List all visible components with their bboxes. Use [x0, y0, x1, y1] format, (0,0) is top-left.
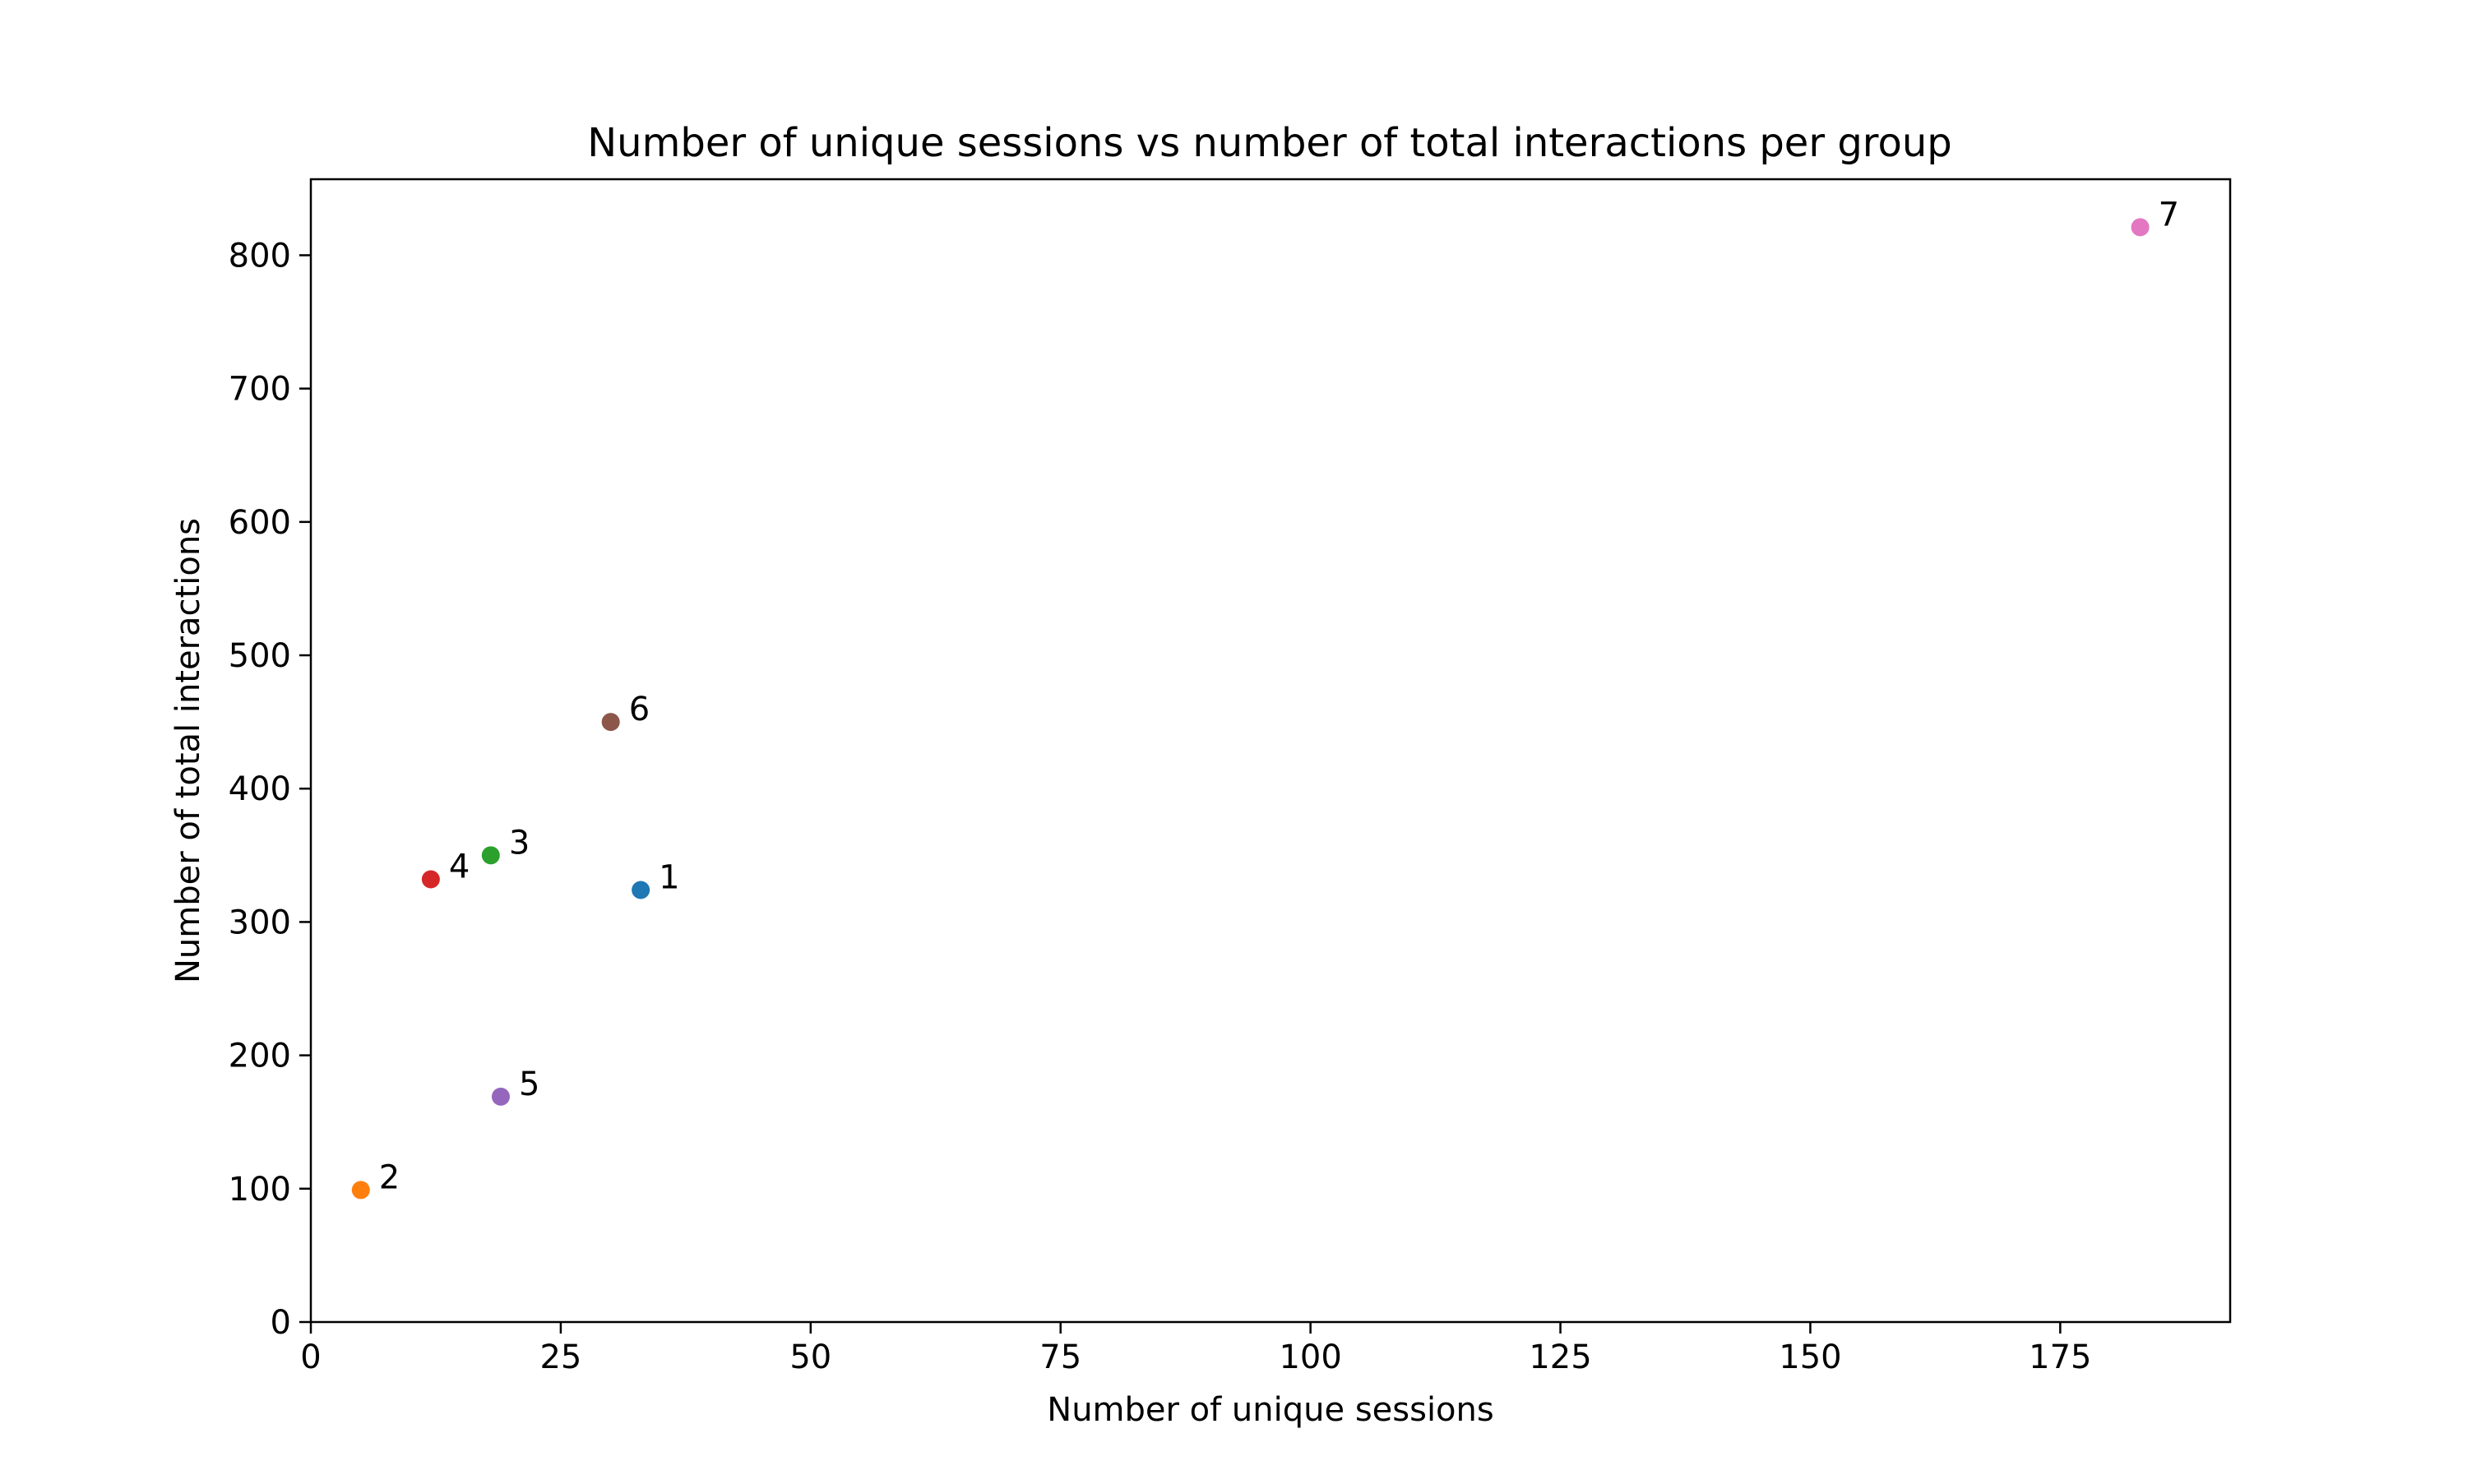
y-tick-label: 500 [229, 637, 291, 675]
x-tick-label: 50 [789, 1338, 831, 1376]
x-tick-label: 25 [539, 1338, 581, 1376]
plot-frame [309, 178, 2232, 1324]
scatter-point-1 [632, 881, 650, 899]
scatter-point-2 [351, 1181, 370, 1200]
x-axis-label: Number of unique sessions [1047, 1391, 1493, 1429]
chart-title: Number of unique sessions vs number of t… [587, 120, 1951, 166]
y-tick-label: 400 [229, 770, 291, 808]
scatter-point-5 [491, 1087, 510, 1106]
point-label-6: 6 [629, 691, 650, 728]
scatter-point-3 [481, 846, 500, 865]
y-tick-label: 0 [271, 1304, 291, 1342]
point-label-3: 3 [509, 824, 530, 862]
y-axis-label: Number of total interactions [169, 518, 207, 983]
scatter-point-6 [601, 713, 620, 732]
y-tick-label: 600 [229, 504, 291, 542]
y-tick-label: 700 [229, 371, 291, 409]
x-tick-label: 175 [2029, 1338, 2091, 1376]
point-label-1: 1 [659, 858, 679, 896]
y-tick-label: 800 [229, 237, 291, 275]
x-tick-label: 75 [1039, 1338, 1081, 1376]
y-tick-label: 200 [229, 1038, 291, 1075]
y-axis: 0 100 200 300 400 500 600 700 800 [229, 237, 311, 1342]
x-tick-label: 125 [1529, 1338, 1591, 1376]
scatter-point-7 [2131, 218, 2150, 237]
data-points: 1 2 3 4 5 6 7 [351, 196, 2179, 1200]
scatter-point-4 [421, 870, 440, 889]
point-label-5: 5 [519, 1066, 539, 1103]
y-tick-label: 300 [229, 904, 291, 941]
point-label-4: 4 [449, 848, 470, 886]
y-tick-label: 100 [229, 1171, 291, 1209]
point-label-7: 7 [2159, 196, 2179, 233]
point-label-2: 2 [379, 1158, 400, 1196]
x-tick-label: 0 [300, 1338, 321, 1376]
x-tick-label: 150 [1779, 1338, 1841, 1376]
x-tick-label: 100 [1279, 1338, 1341, 1376]
x-axis: 0 25 50 75 100 125 150 175 [300, 1322, 2092, 1376]
